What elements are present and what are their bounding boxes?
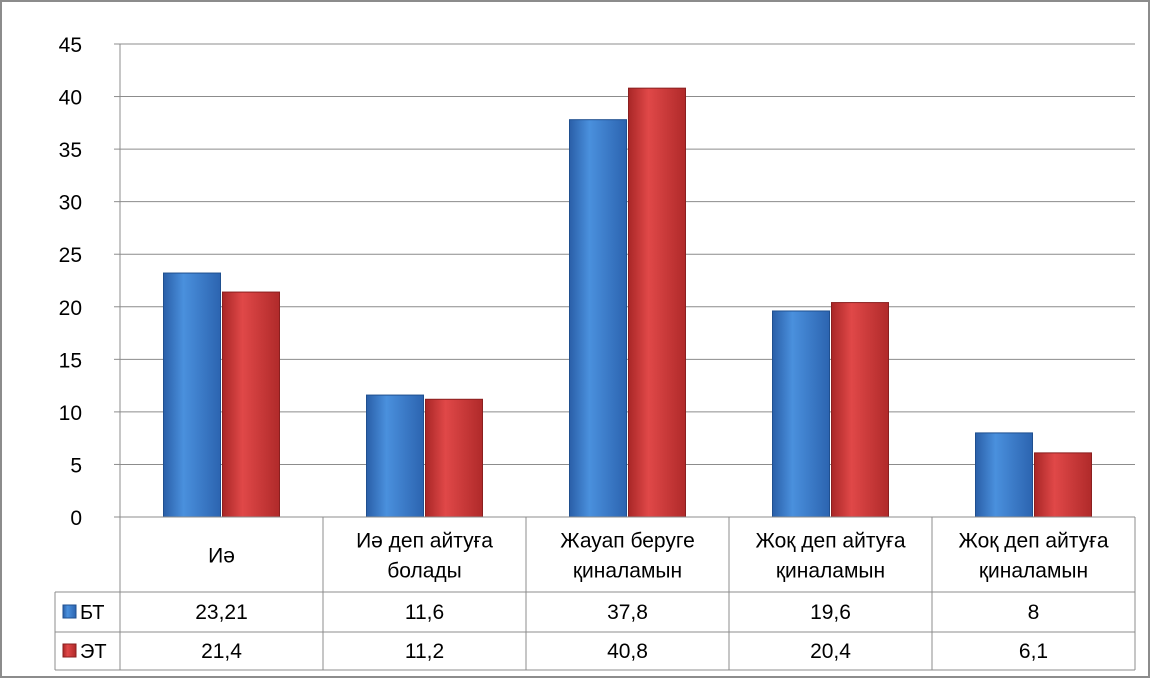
- bar-bt-4: [975, 432, 1033, 518]
- y-axis: 0 5 10 15 20 25 30 35 40 45: [59, 34, 121, 530]
- category-label: Иә деп айтуға: [356, 530, 493, 553]
- data-value: 19,6: [810, 601, 851, 624]
- data-value: 20,4: [810, 640, 851, 663]
- data-value: 37,8: [607, 601, 648, 624]
- category-label: қиналамын: [776, 560, 885, 583]
- y-tick-label: 30: [59, 192, 82, 215]
- data-table: Иә Иә деп айтуға болады Жауап беруге қиналам…: [54, 516, 1136, 671]
- bar-et-0: [222, 291, 280, 518]
- series-name: ЭТ: [80, 641, 107, 663]
- bar-bt-1: [366, 394, 424, 518]
- bar-et-3: [831, 302, 889, 518]
- data-value: 11,6: [405, 601, 444, 624]
- data-value: 11,2: [405, 640, 444, 663]
- bar-et-1: [425, 398, 483, 518]
- category-label: Жоқ деп айтуға: [958, 530, 1108, 553]
- legend-key-et: [62, 643, 77, 658]
- category-label: Жауап беруге: [560, 530, 695, 553]
- data-value: 40,8: [607, 640, 648, 663]
- data-value: 6,1: [1019, 640, 1048, 663]
- y-tick-label: 25: [59, 244, 82, 267]
- bar-et-2: [628, 87, 686, 518]
- category-label: болады: [387, 560, 462, 583]
- bar-bt-2: [569, 119, 627, 518]
- category-label: Жоқ деп айтуға: [755, 530, 905, 553]
- bar-et-4: [1034, 452, 1092, 518]
- y-tick-label: 0: [70, 507, 82, 530]
- y-tick-label: 5: [70, 454, 82, 477]
- data-value: 21,4: [201, 640, 242, 663]
- category-label: қиналамын: [979, 560, 1088, 583]
- bars: [163, 87, 1092, 518]
- data-value: 23,21: [195, 601, 248, 624]
- gridlines: [120, 43, 1135, 465]
- series-name: БТ: [80, 602, 104, 624]
- y-tick-label: 40: [59, 87, 82, 110]
- data-value: 8: [1028, 601, 1040, 624]
- y-tick-label: 10: [59, 402, 82, 425]
- y-tick-label: 35: [59, 139, 82, 162]
- category-label: қиналамын: [573, 560, 682, 583]
- y-tick-label: 15: [59, 349, 82, 372]
- y-tick-label: 45: [59, 34, 82, 57]
- bar-bt-3: [772, 310, 830, 518]
- bar-bt-0: [163, 272, 221, 518]
- category-label: Иә: [208, 545, 235, 568]
- y-tick-label: 20: [59, 297, 82, 320]
- legend-key-bt: [62, 604, 77, 619]
